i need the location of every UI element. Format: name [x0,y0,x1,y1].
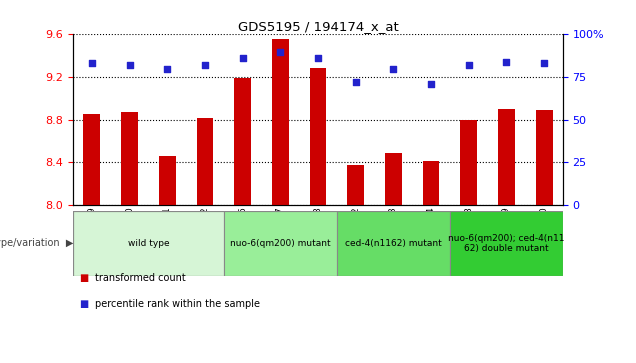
Text: ced-4(n1162) mutant: ced-4(n1162) mutant [345,239,442,248]
Text: genotype/variation  ▶: genotype/variation ▶ [0,238,73,248]
Point [313,56,323,61]
Text: percentile rank within the sample: percentile rank within the sample [95,298,260,309]
Point [162,66,172,72]
Point [388,66,398,72]
Point [87,61,97,66]
Text: transformed count: transformed count [95,273,186,283]
Bar [460,120,477,205]
Text: nuo-6(qm200); ced-4(n11
62) double mutant: nuo-6(qm200); ced-4(n11 62) double mutan… [448,233,565,253]
Point [539,61,549,66]
Bar [536,110,553,205]
Point [350,79,361,85]
Text: ■: ■ [80,273,89,283]
Point [501,59,511,65]
Bar [450,211,563,276]
Point [238,56,248,61]
Bar [73,211,224,276]
Point [125,62,135,68]
Point [275,49,286,54]
Bar [224,211,337,276]
Text: wild type: wild type [128,239,169,248]
Bar [347,164,364,205]
Text: ■: ■ [80,298,89,309]
Bar [498,109,515,205]
Bar [83,114,100,205]
Bar [272,39,289,205]
Bar [159,156,176,205]
Bar [385,153,402,205]
Point [464,62,474,68]
Text: nuo-6(qm200) mutant: nuo-6(qm200) mutant [230,239,331,248]
Title: GDS5195 / 194174_x_at: GDS5195 / 194174_x_at [238,20,398,33]
Bar [310,68,326,205]
Bar [234,78,251,205]
Point [426,81,436,87]
Point [200,62,210,68]
Bar [337,211,450,276]
Bar [121,112,138,205]
Bar [197,118,214,205]
Bar [422,162,439,205]
